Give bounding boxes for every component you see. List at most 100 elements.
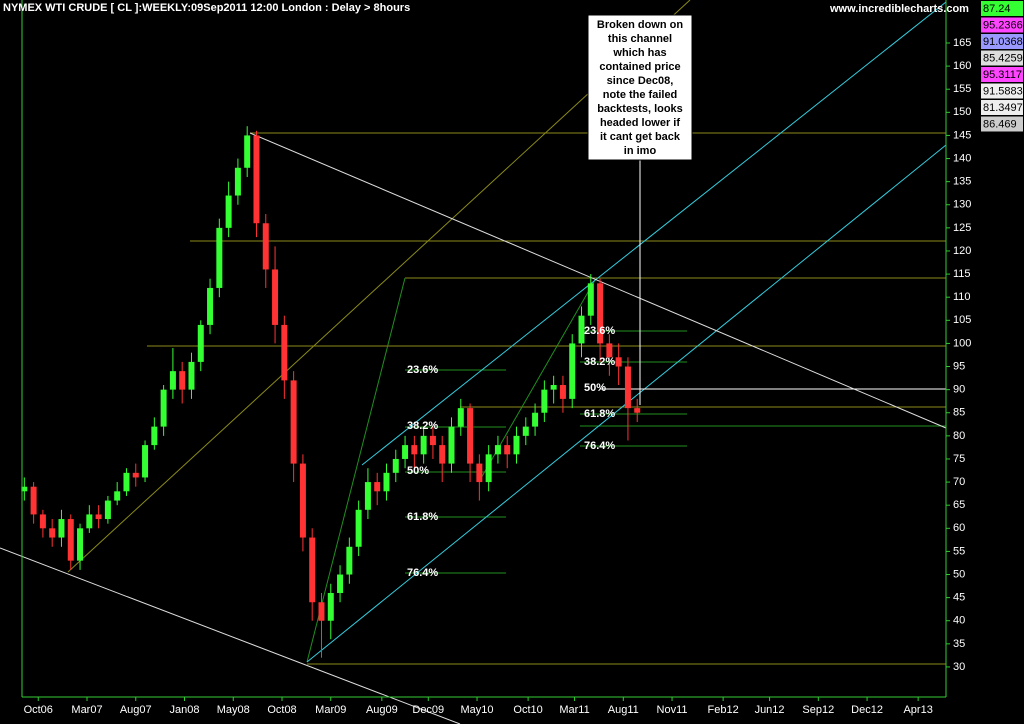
candle-body: [420, 435, 427, 455]
y-tick-label: 115: [953, 268, 971, 280]
annotation-line: it cant get back: [600, 131, 681, 143]
y-tick-label: 35: [953, 638, 965, 650]
annotation-box: [587, 14, 693, 161]
fib-label: 23.6%: [407, 364, 438, 376]
fib-label: 50%: [584, 382, 606, 394]
annotation-line: in imo: [624, 145, 657, 157]
price-tag-label: 95.3117: [983, 69, 1022, 81]
candle-body: [634, 408, 641, 413]
price-tag-label: 95.2366: [983, 19, 1023, 31]
y-tick-label: 165: [953, 37, 971, 49]
x-tick-label: Mar07: [71, 704, 102, 716]
price-tag-label: 87.24: [983, 3, 1011, 15]
candle-body: [86, 514, 93, 529]
x-tick-label: Aug07: [120, 704, 152, 716]
candle-body: [225, 195, 232, 228]
candle-body: [346, 546, 353, 575]
candle-body: [494, 445, 501, 455]
candle-body: [327, 593, 334, 621]
price-tag-label: 91.0368: [983, 36, 1023, 48]
price-tags: 87.24 95.2366 91.0368 85.4259 95.3117 91.5883…: [981, 1, 1023, 132]
x-tick-label: Dec09: [412, 704, 444, 716]
candle-body: [262, 223, 269, 270]
y-tick-label: 50: [953, 568, 965, 580]
drawing-tools: [0, 0, 947, 724]
x-tick-label: Feb12: [708, 704, 739, 716]
candle-body: [624, 366, 631, 409]
fib-line: [306, 277, 406, 663]
candle-body: [95, 514, 102, 520]
fib-label: 50%: [407, 465, 429, 477]
y-tick-label: 30: [953, 661, 965, 673]
x-tick-label: Jan08: [170, 704, 200, 716]
candle-body: [169, 371, 176, 390]
x-tick-label: Mar11: [559, 704, 589, 716]
price-tag: [981, 83, 1023, 99]
x-tick-label: Jun12: [755, 704, 785, 716]
price-tag-label: 91.5883: [983, 85, 1023, 97]
y-tick-label: 155: [953, 83, 971, 95]
fib-label: 76.4%: [584, 440, 615, 452]
candle-body: [411, 445, 418, 455]
x-tick-label: Aug09: [366, 704, 398, 716]
candle-body: [272, 269, 279, 325]
candle-body: [114, 491, 121, 501]
candle-body: [392, 458, 399, 473]
candle-body: [39, 514, 46, 529]
y-tick-label: 160: [953, 60, 971, 72]
y-tick-label: 100: [953, 337, 971, 349]
candle-body: [188, 361, 195, 390]
price-tag-label: 81.3497: [983, 102, 1023, 114]
candle-body: [253, 135, 260, 224]
candle-body: [67, 519, 74, 561]
candles: [21, 126, 641, 658]
candle-body: [234, 167, 241, 196]
axes: 30 35 40 45 50 55 60 65 70 75 80 85 90 95 100 105 110 115…: [24, 37, 972, 716]
candle-body: [457, 408, 464, 427]
x-tick-label: May10: [461, 704, 494, 716]
fib-label: 23.6%: [584, 325, 615, 337]
candle-body: [439, 445, 446, 464]
candle-body: [21, 486, 28, 492]
candle-body: [504, 445, 511, 455]
annotation-line: since Dec08,: [607, 75, 674, 87]
candle-body: [160, 389, 167, 427]
candle-body: [244, 135, 251, 168]
candle-body: [309, 537, 316, 603]
candle-body: [429, 435, 436, 446]
candle-body: [337, 574, 344, 594]
annotation-line: note the failed: [603, 89, 678, 101]
annotation-line: contained price: [599, 61, 680, 73]
y-tick-label: 45: [953, 592, 965, 604]
y-tick-label: 145: [953, 129, 971, 141]
candle-body: [559, 385, 566, 399]
y-tick-label: 135: [953, 176, 971, 188]
candle-body: [318, 602, 325, 621]
price-tag-label: 86.469: [983, 118, 1017, 130]
x-tick-label: Apr13: [903, 704, 932, 716]
candle-body: [142, 445, 149, 478]
y-tick-label: 40: [953, 615, 965, 627]
x-tick-label: May08: [217, 704, 250, 716]
candle-body: [179, 371, 186, 390]
candle-body: [587, 283, 594, 316]
fib-label: 76.4%: [407, 567, 438, 579]
fib-label: 38.2%: [407, 420, 438, 432]
candle-body: [197, 324, 204, 362]
y-tick-label: 95: [953, 360, 965, 372]
fib-label: 38.2%: [584, 356, 615, 368]
candle-body: [485, 454, 492, 483]
x-tick-label: Nov11: [657, 704, 688, 716]
y-tick-label: 55: [953, 545, 965, 557]
annotation-line: Broken down on: [597, 19, 683, 31]
candle-body: [355, 509, 362, 547]
channel-line: [361, 1, 947, 466]
candle-body: [578, 315, 585, 344]
candle-body: [606, 343, 613, 358]
candle-body: [402, 445, 409, 459]
y-tick-label: 85: [953, 407, 965, 419]
annotation-text: Broken down on this channel which has conta…: [597, 19, 683, 157]
annotation: Broken down on this channel which has conta…: [587, 14, 693, 161]
